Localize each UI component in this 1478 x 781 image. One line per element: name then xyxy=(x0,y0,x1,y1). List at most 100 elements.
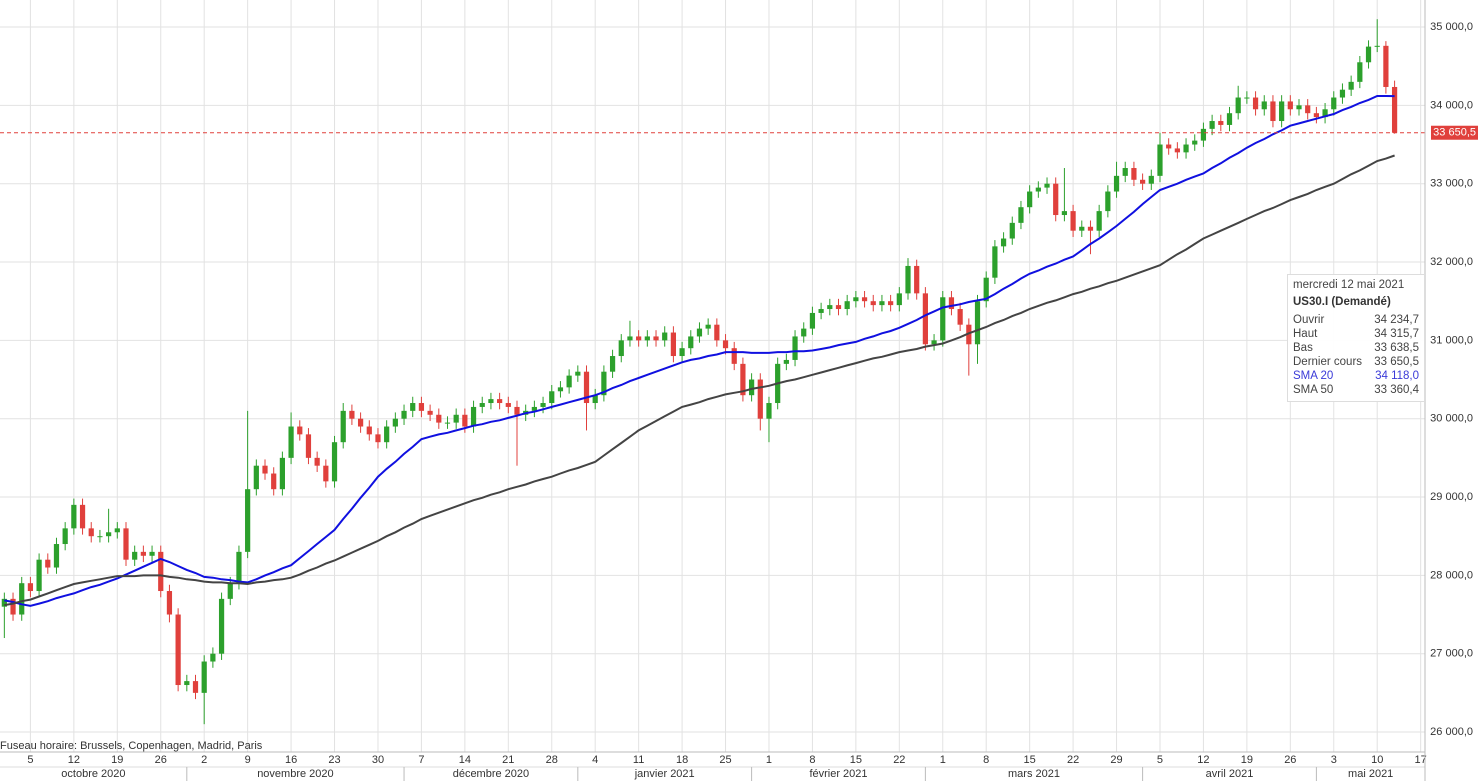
candle-body xyxy=(1096,211,1102,231)
candle-body xyxy=(670,332,677,357)
candle-body xyxy=(653,336,659,341)
candle-body xyxy=(132,551,138,560)
candle-body xyxy=(505,403,511,407)
candle-body xyxy=(123,528,129,560)
candle-body xyxy=(818,309,824,313)
month-label: octobre 2020 xyxy=(61,768,125,780)
tooltip-row: Dernier cours 33 650,5 xyxy=(1293,355,1419,369)
candle-body xyxy=(1035,187,1041,192)
candle-body xyxy=(1183,144,1189,153)
candle-body xyxy=(1296,105,1302,110)
candle-body xyxy=(444,422,451,424)
candle-body xyxy=(531,406,537,411)
candle-body xyxy=(766,403,772,419)
candle-body xyxy=(601,371,607,396)
tooltip-row: SMA 20 34 118,0 xyxy=(1293,369,1419,383)
candle-body xyxy=(575,371,581,376)
candle-body xyxy=(1009,222,1015,239)
candle-body xyxy=(36,559,42,592)
candle-body xyxy=(1174,148,1180,153)
x-tick-label: 5 xyxy=(1157,754,1163,766)
x-tick-label: 8 xyxy=(983,754,989,766)
candle-body xyxy=(45,559,51,568)
candle-body xyxy=(1313,113,1319,118)
x-tick-label: 19 xyxy=(1241,754,1253,766)
candle-body xyxy=(1391,86,1398,133)
candle-body xyxy=(1252,97,1259,110)
x-tick-label: 14 xyxy=(459,754,471,766)
candle-body xyxy=(662,332,668,341)
y-tick-label: 26 000,0 xyxy=(1430,726,1473,738)
x-tick-label: 9 xyxy=(245,754,251,766)
candle-body xyxy=(488,399,494,404)
candle-body xyxy=(722,340,729,349)
candle-body xyxy=(1305,105,1311,114)
tooltip-value: 34 315,7 xyxy=(1374,328,1419,340)
x-tick-label: 1 xyxy=(766,754,772,766)
candle-body xyxy=(1079,226,1085,231)
candle-body xyxy=(245,489,251,552)
month-label: février 2021 xyxy=(809,768,867,780)
candle-body xyxy=(1374,45,1380,47)
tooltip-row: SMA 50 33 360,4 xyxy=(1293,383,1419,397)
tooltip-value: 33 638,5 xyxy=(1374,342,1419,354)
candle-body xyxy=(1357,62,1363,82)
candle-body xyxy=(983,277,989,302)
candle-body xyxy=(149,551,155,556)
month-label: janvier 2021 xyxy=(634,768,695,780)
candle-body xyxy=(1218,121,1224,125)
month-label: mai 2021 xyxy=(1348,768,1393,780)
tooltip-name: Ouvrir xyxy=(1293,314,1325,326)
candle-body xyxy=(592,395,598,404)
candle-body xyxy=(166,591,173,615)
x-tick-label: 16 xyxy=(285,754,297,766)
candle-body xyxy=(357,418,364,427)
x-tick-label: 29 xyxy=(1110,754,1122,766)
candle-body xyxy=(1226,113,1233,125)
candle-body xyxy=(1200,128,1207,141)
candle-body xyxy=(896,293,902,306)
candle-body xyxy=(792,336,798,360)
candle-body xyxy=(1,598,7,607)
candle-body xyxy=(314,457,320,466)
candle-body xyxy=(410,403,416,411)
candle-body xyxy=(418,403,425,411)
candle-body xyxy=(227,583,233,599)
candle-body xyxy=(757,379,763,419)
candle-body xyxy=(1053,183,1059,216)
x-tick-label: 8 xyxy=(809,754,815,766)
tooltip-name: Bas xyxy=(1293,342,1313,354)
tooltip-date: mercredi 12 mai 2021 xyxy=(1293,279,1405,291)
month-label: mars 2021 xyxy=(1008,768,1060,780)
tooltip-value: 34 234,7 xyxy=(1374,314,1419,326)
x-tick-label: 19 xyxy=(111,754,123,766)
last-price-label: 33 650,5 xyxy=(1433,127,1476,139)
candle-body xyxy=(835,305,842,310)
candle-body xyxy=(627,336,633,341)
candle-body xyxy=(705,324,711,329)
x-tick-label: 15 xyxy=(850,754,862,766)
candle-body xyxy=(453,414,459,423)
x-tick-label: 30 xyxy=(372,754,384,766)
candle-body xyxy=(844,301,850,310)
x-tick-label: 2 xyxy=(201,754,207,766)
candle-body xyxy=(479,403,485,407)
candle-body xyxy=(801,328,807,337)
month-label: décembre 2020 xyxy=(453,768,529,780)
y-tick-label: 27 000,0 xyxy=(1430,648,1473,660)
candle-body xyxy=(1244,97,1250,99)
y-tick-label: 32 000,0 xyxy=(1430,256,1473,268)
candle-body xyxy=(1383,45,1389,87)
candle-body xyxy=(201,661,207,693)
candle-body xyxy=(1279,101,1285,122)
x-tick-label: 26 xyxy=(1284,754,1296,766)
candle-body xyxy=(514,406,520,415)
candle-body xyxy=(1339,89,1346,98)
candle-body xyxy=(297,426,303,435)
candle-body xyxy=(279,457,285,490)
candle-body xyxy=(158,551,164,592)
x-tick-label: 10 xyxy=(1371,754,1383,766)
x-tick-label: 26 xyxy=(155,754,167,766)
